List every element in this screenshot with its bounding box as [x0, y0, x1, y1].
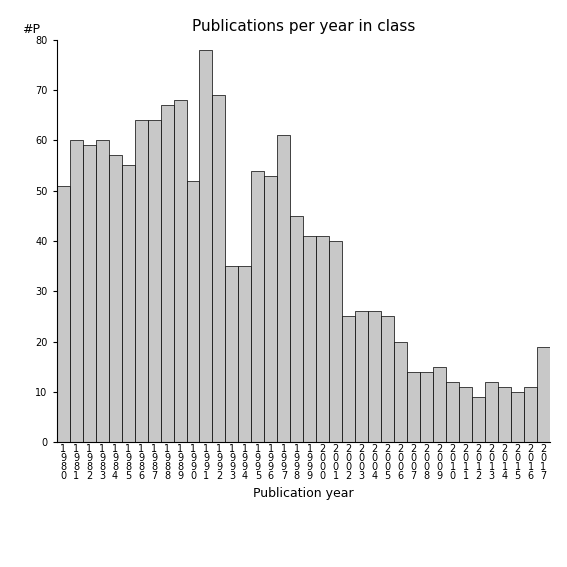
Bar: [121, 166, 134, 442]
Bar: [160, 105, 174, 442]
Bar: [264, 176, 277, 442]
Text: #P: #P: [22, 23, 40, 36]
Bar: [290, 216, 303, 442]
Bar: [251, 171, 264, 442]
Bar: [498, 387, 511, 442]
Bar: [472, 397, 485, 442]
Bar: [485, 382, 498, 442]
Bar: [303, 236, 316, 442]
Bar: [316, 236, 329, 442]
Bar: [109, 155, 121, 442]
Bar: [394, 341, 407, 442]
Bar: [381, 316, 394, 442]
Bar: [356, 311, 368, 442]
Bar: [174, 100, 187, 442]
Bar: [433, 367, 446, 442]
Bar: [342, 316, 356, 442]
Bar: [407, 372, 420, 442]
Bar: [511, 392, 524, 442]
Bar: [329, 241, 342, 442]
Bar: [226, 266, 239, 442]
Title: Publications per year in class: Publications per year in class: [192, 19, 415, 35]
Bar: [239, 266, 251, 442]
Bar: [96, 141, 109, 442]
Bar: [368, 311, 381, 442]
Bar: [213, 95, 226, 442]
Bar: [147, 120, 160, 442]
X-axis label: Publication year: Publication year: [253, 487, 354, 500]
Bar: [57, 185, 70, 442]
Bar: [420, 372, 433, 442]
Bar: [187, 180, 200, 442]
Bar: [134, 120, 147, 442]
Bar: [70, 141, 83, 442]
Bar: [277, 136, 290, 442]
Bar: [524, 387, 537, 442]
Bar: [459, 387, 472, 442]
Bar: [537, 346, 550, 442]
Bar: [200, 50, 213, 442]
Bar: [446, 382, 459, 442]
Bar: [83, 145, 96, 442]
